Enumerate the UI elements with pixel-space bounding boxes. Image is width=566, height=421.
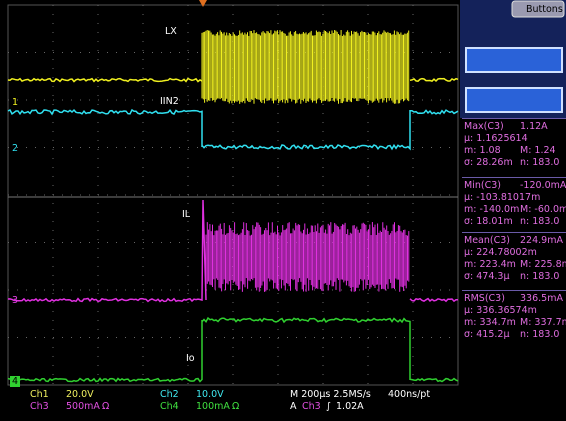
measurement-value: 1.12A	[520, 121, 548, 132]
measurement-stat: m: 223.4m	[464, 259, 516, 270]
channel-marker: 3	[12, 295, 19, 306]
measurement-stat: σ: 28.26m	[464, 157, 513, 168]
measurement-stat: n: 183.0	[520, 329, 560, 340]
waveform	[7, 77, 459, 83]
ch4-impedance: Ω	[232, 401, 240, 412]
ch3-scale: 500mA	[66, 401, 100, 412]
buttons-label[interactable]: Buttons	[526, 4, 563, 15]
trace-label: IL	[182, 209, 191, 220]
waveform	[7, 199, 207, 303]
measurement: Mean(C3) 224.9mA μ: 224.78002m m: 223.4m M: …	[462, 232, 566, 289]
measurement-stat: μ: -103.81017m	[464, 192, 541, 203]
resolution: 400ns/pt	[388, 389, 431, 400]
measurement-stat: M: 1.24	[520, 145, 556, 156]
trigger-label: A	[290, 401, 297, 412]
measurement: Min(C3) -120.0mA μ: -103.81017m m: -140.0m M…	[462, 177, 566, 234]
timebase: M 200μs 2.5MS/s	[290, 389, 371, 400]
measurement-name: Max(C3)	[464, 121, 504, 132]
measurement-stat: m: -140.0m	[464, 204, 520, 215]
trace-label: Io	[186, 353, 195, 364]
ch4-scale: 100mA	[196, 401, 230, 412]
trace-label: IIN2	[160, 96, 179, 107]
trigger-level: 1.02A	[336, 401, 364, 412]
measurement-stat: m: 1.08	[464, 145, 501, 156]
measurement-stat: n: 183.0	[520, 271, 560, 282]
measurement-name: RMS(C3)	[464, 293, 505, 304]
ch4-label: Ch4	[160, 401, 179, 412]
measurement: RMS(C3) 336.5mA μ: 336.36574m m: 334.7m M: 3…	[462, 290, 566, 347]
trace-label: LX	[165, 26, 177, 37]
trigger-slope: ∫	[326, 401, 331, 412]
measurement-stat: σ: 474.3μ	[464, 271, 510, 282]
buttons-button[interactable]	[511, 0, 565, 18]
ch3-impedance: Ω	[102, 401, 110, 412]
measurement-name: Min(C3)	[464, 180, 501, 191]
measurement-stat: μ: 224.78002m	[464, 247, 537, 258]
measurement-name: Mean(C3)	[464, 235, 510, 246]
channel-marker: 4	[10, 376, 21, 387]
waveform	[7, 108, 459, 151]
trigger-source: Ch3	[302, 401, 321, 412]
measurement-stat: μ: 336.36574m	[464, 305, 537, 316]
measurement-stat: σ: 18.01m	[464, 216, 513, 227]
measurement-stat: M: -60.0m	[520, 204, 566, 215]
measurement: Max(C3) 1.12A μ: 1.1625614 m: 1.08 M: 1.24 σ:…	[462, 118, 566, 175]
ch1-scale: 20.0V	[66, 389, 94, 400]
ch1-label: Ch1	[30, 389, 49, 400]
measurement-stat: M: 337.7m	[520, 317, 566, 328]
ch2-scale: 10.0V	[196, 389, 224, 400]
measurement-stat: M: 225.8m	[520, 259, 566, 270]
measurement-value: 336.5mA	[520, 293, 563, 304]
trigger-marker	[199, 0, 207, 7]
ch3-label: Ch3	[30, 401, 49, 412]
waveform	[7, 316, 459, 383]
measurement-stat: σ: 415.2μ	[464, 329, 510, 340]
measurement-value: 224.9mA	[520, 235, 563, 246]
measurement-stat: μ: 1.1625614	[464, 133, 528, 144]
measurement-stat: n: 183.0	[520, 216, 560, 227]
waveform	[409, 297, 459, 303]
menu-button[interactable]	[465, 87, 563, 113]
menu-button[interactable]	[465, 47, 563, 73]
measurement-value: -120.0mA	[520, 180, 566, 191]
measurement-stat: m: 334.7m	[464, 317, 516, 328]
measurement-stat: n: 183.0	[520, 157, 560, 168]
channel-marker: 2	[12, 143, 19, 154]
ch2-label: Ch2	[160, 389, 179, 400]
channel-marker: 1	[12, 97, 19, 108]
